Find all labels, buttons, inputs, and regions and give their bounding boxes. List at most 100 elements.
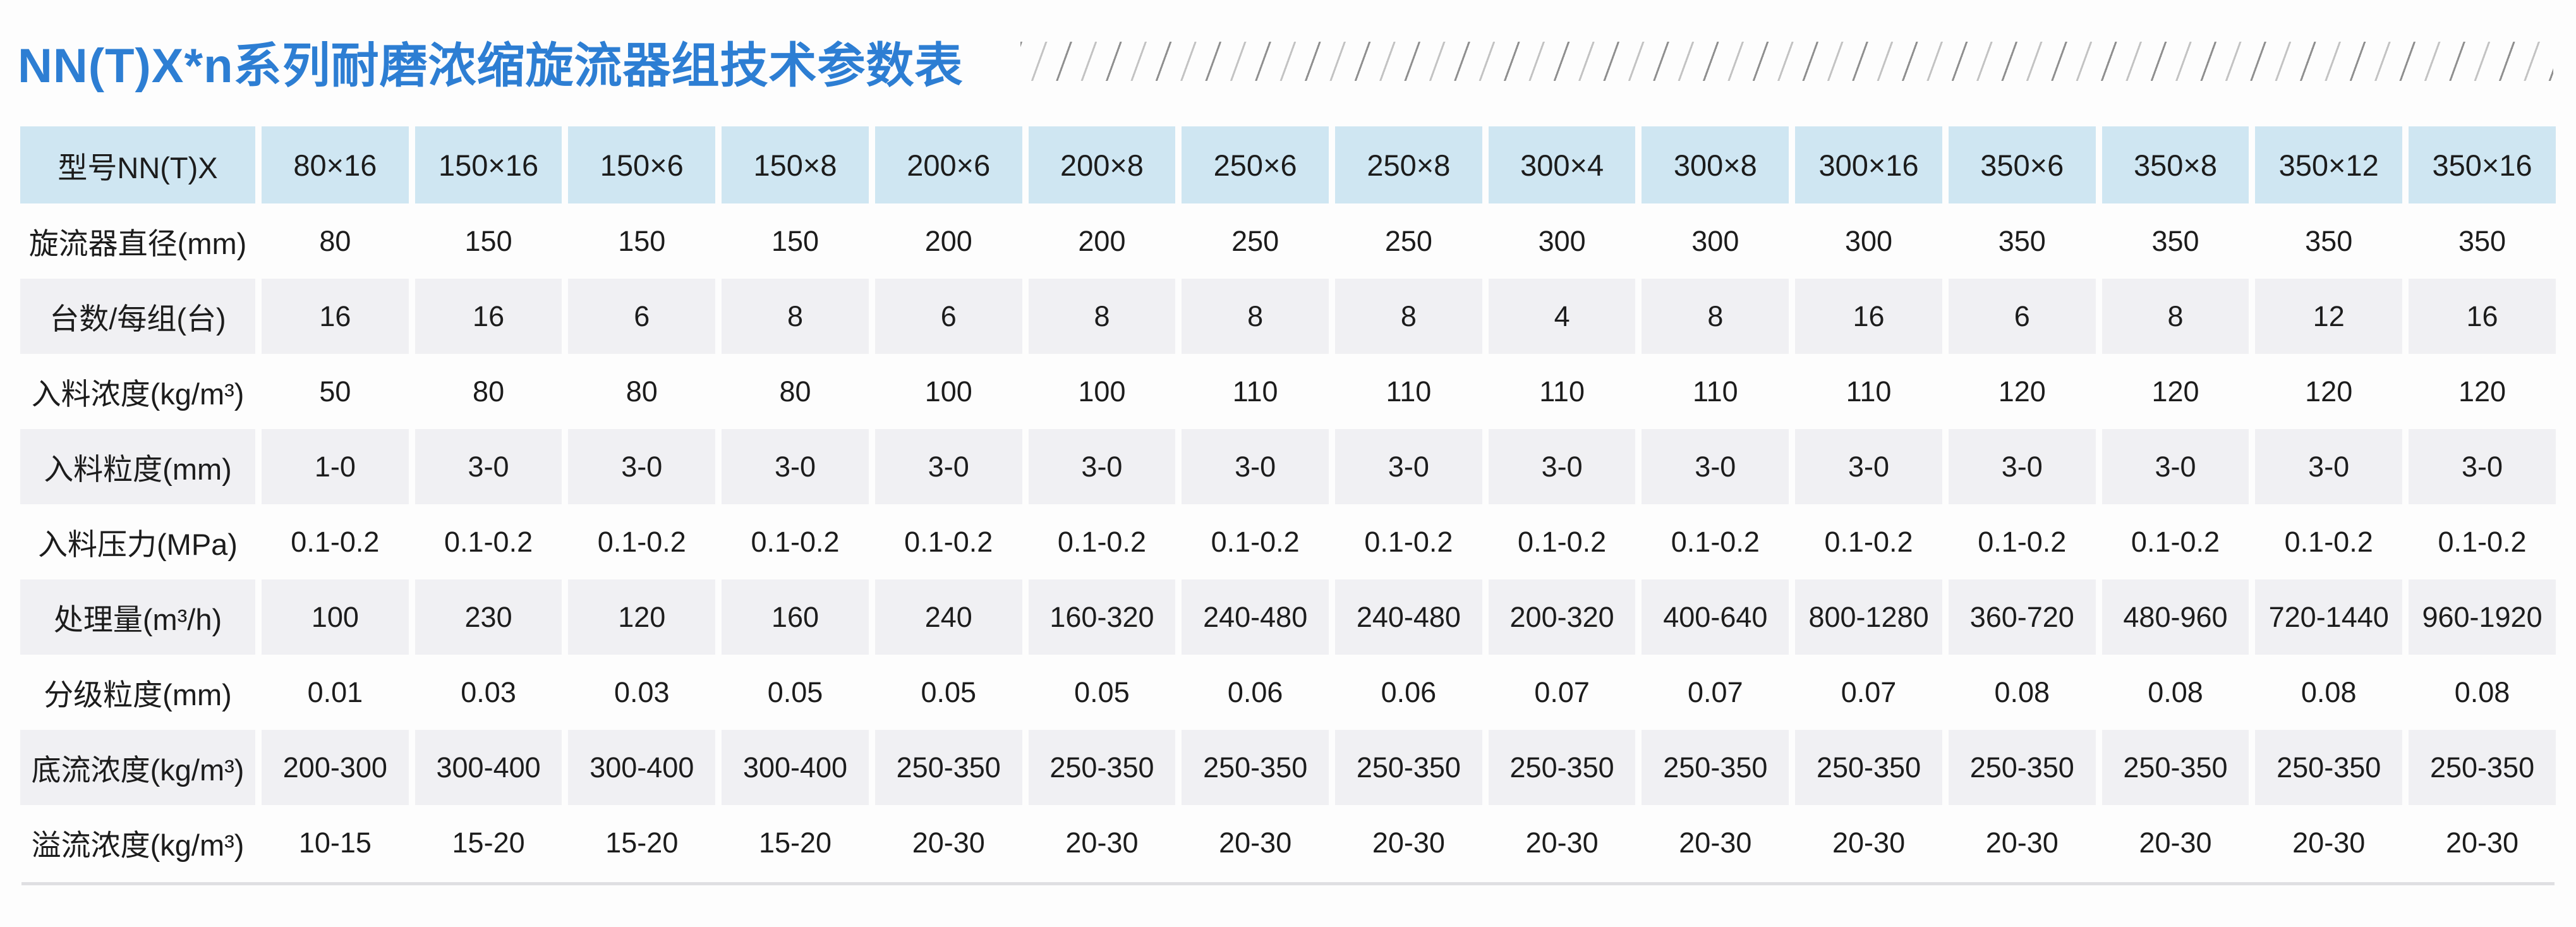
spec-table-body: 旋流器直径(mm) 80 150 150 150 200 200 250 250 300 300 30… bbox=[20, 203, 2556, 880]
data-cell: 400-640 bbox=[1642, 579, 1789, 655]
data-cell: 100 bbox=[1078, 375, 1126, 408]
data-cell: 0.06 bbox=[1381, 676, 1437, 708]
data-cell: 20-30 bbox=[912, 826, 985, 859]
table-bottom-rule bbox=[21, 882, 2555, 885]
model-column-header: 300×8 bbox=[1642, 126, 1789, 203]
diagonal-stripes-decoration bbox=[1020, 42, 2553, 81]
data-cell: 250-350 bbox=[1028, 730, 1176, 805]
data-cell: 8 bbox=[1642, 279, 1789, 354]
data-cell: 250-350 bbox=[1642, 730, 1789, 805]
table-row: 处理量(m³/h) 100 230 120 160 240 160-320 240-480 24… bbox=[20, 579, 2556, 655]
row-label: 台数/每组(台) bbox=[20, 279, 255, 354]
data-cell: 480-960 bbox=[2101, 579, 2249, 655]
data-cell: 0.1-0.2 bbox=[1518, 525, 1607, 558]
data-cell: 3-0 bbox=[722, 429, 869, 504]
data-cell: 120 bbox=[568, 579, 716, 655]
data-cell: 150 bbox=[771, 224, 819, 257]
data-cell: 20-30 bbox=[1219, 826, 1292, 859]
data-cell: 250-350 bbox=[2409, 730, 2556, 805]
title-bar: NN(T)X*n系列耐磨浓缩旋流器组技术参数表 bbox=[0, 0, 2576, 109]
data-cell: 6 bbox=[1948, 279, 2096, 354]
data-cell: 150 bbox=[464, 224, 512, 257]
model-column-header: 350×12 bbox=[2255, 126, 2403, 203]
data-cell: 3-0 bbox=[1795, 429, 1942, 504]
data-cell: 3-0 bbox=[1642, 429, 1789, 504]
data-cell: 6 bbox=[874, 279, 1022, 354]
data-cell: 250-350 bbox=[1182, 730, 1329, 805]
data-cell: 3-0 bbox=[2409, 429, 2556, 504]
data-cell: 150 bbox=[618, 224, 666, 257]
data-cell: 0.1-0.2 bbox=[2438, 525, 2527, 558]
model-column-header: 150×6 bbox=[568, 126, 716, 203]
data-cell: 4 bbox=[1488, 279, 1636, 354]
data-cell: 16 bbox=[2409, 279, 2556, 354]
data-cell: 300-400 bbox=[414, 730, 562, 805]
data-cell: 16 bbox=[262, 279, 409, 354]
row-label: 处理量(m³/h) bbox=[20, 579, 255, 655]
data-cell: 960-1920 bbox=[2409, 579, 2556, 655]
data-cell: 3-0 bbox=[1948, 429, 2096, 504]
data-cell: 350 bbox=[1998, 224, 2046, 257]
table-row: 溢流浓度(kg/m³) 10-15 15-20 15-20 15-20 20-30 20-3… bbox=[20, 805, 2556, 880]
data-cell: 0.05 bbox=[921, 676, 977, 708]
model-column-header: 200×8 bbox=[1028, 126, 1176, 203]
data-cell: 240-480 bbox=[1182, 579, 1329, 655]
data-cell: 160 bbox=[722, 579, 869, 655]
data-cell: 8 bbox=[1028, 279, 1176, 354]
data-cell: 0.07 bbox=[1688, 676, 1743, 708]
data-cell: 8 bbox=[1335, 279, 1482, 354]
page-title: NN(T)X*n系列耐磨浓缩旋流器组技术参数表 bbox=[18, 39, 964, 93]
data-cell: 110 bbox=[1846, 375, 1892, 408]
data-cell: 0.08 bbox=[2454, 676, 2510, 708]
data-cell: 0.07 bbox=[1841, 676, 1897, 708]
header-row: 型号NN(T)X 80×16 150×16 150×6 150×8 200×6 200×8 2… bbox=[20, 126, 2556, 203]
data-cell: 100 bbox=[924, 375, 972, 408]
data-cell: 0.07 bbox=[1534, 676, 1590, 708]
data-cell: 80 bbox=[319, 224, 351, 257]
data-cell: 3-0 bbox=[2255, 429, 2403, 504]
data-cell: 0.1-0.2 bbox=[444, 525, 533, 558]
data-cell: 0.05 bbox=[1074, 676, 1130, 708]
row-label: 底流浓度(kg/m³) bbox=[20, 730, 255, 805]
data-cell: 0.1-0.2 bbox=[1057, 525, 1146, 558]
row-label: 分级粒度(mm) bbox=[44, 678, 232, 712]
data-cell: 250-350 bbox=[874, 730, 1022, 805]
data-cell: 0.1-0.2 bbox=[1978, 525, 2067, 558]
data-cell: 230 bbox=[414, 579, 562, 655]
data-cell: 0.1-0.2 bbox=[2284, 525, 2373, 558]
data-cell: 0.05 bbox=[767, 676, 823, 708]
data-cell: 250-350 bbox=[1335, 730, 1482, 805]
data-cell: 20-30 bbox=[1679, 826, 1752, 859]
data-cell: 350 bbox=[2151, 224, 2199, 257]
row-label: 入料浓度(kg/m³) bbox=[31, 377, 245, 411]
data-cell: 300 bbox=[1538, 224, 1586, 257]
data-cell: 350 bbox=[2305, 224, 2353, 257]
data-cell: 250-350 bbox=[2255, 730, 2403, 805]
data-cell: 0.1-0.2 bbox=[2131, 525, 2220, 558]
data-cell: 3-0 bbox=[1028, 429, 1176, 504]
table-row: 旋流器直径(mm) 80 150 150 150 200 200 250 250 300 300 30… bbox=[20, 203, 2556, 279]
data-cell: 0.1-0.2 bbox=[291, 525, 380, 558]
data-cell: 350 bbox=[2458, 224, 2506, 257]
model-column-header: 150×16 bbox=[414, 126, 562, 203]
table-row: 台数/每组(台) 16 16 6 8 6 8 8 8 4 8 16 6 8 12 16 bbox=[20, 279, 2556, 354]
data-cell: 15-20 bbox=[605, 826, 679, 859]
data-cell: 120 bbox=[2305, 375, 2353, 408]
data-cell: 0.1-0.2 bbox=[1211, 525, 1300, 558]
data-cell: 240-480 bbox=[1335, 579, 1482, 655]
data-cell: 3-0 bbox=[1182, 429, 1329, 504]
data-cell: 8 bbox=[2101, 279, 2249, 354]
data-cell: 80 bbox=[626, 375, 658, 408]
data-cell: 0.03 bbox=[461, 676, 516, 708]
data-cell: 0.1-0.2 bbox=[751, 525, 840, 558]
data-cell: 20-30 bbox=[1065, 826, 1139, 859]
data-cell: 0.1-0.2 bbox=[1824, 525, 1913, 558]
data-cell: 200-320 bbox=[1488, 579, 1636, 655]
data-cell: 20-30 bbox=[1372, 826, 1445, 859]
data-cell: 110 bbox=[1232, 375, 1278, 408]
model-column-header: 200×6 bbox=[874, 126, 1022, 203]
data-cell: 6 bbox=[568, 279, 716, 354]
data-cell: 120 bbox=[1998, 375, 2046, 408]
data-cell: 20-30 bbox=[2292, 826, 2366, 859]
row-label: 入料粒度(mm) bbox=[20, 429, 255, 504]
